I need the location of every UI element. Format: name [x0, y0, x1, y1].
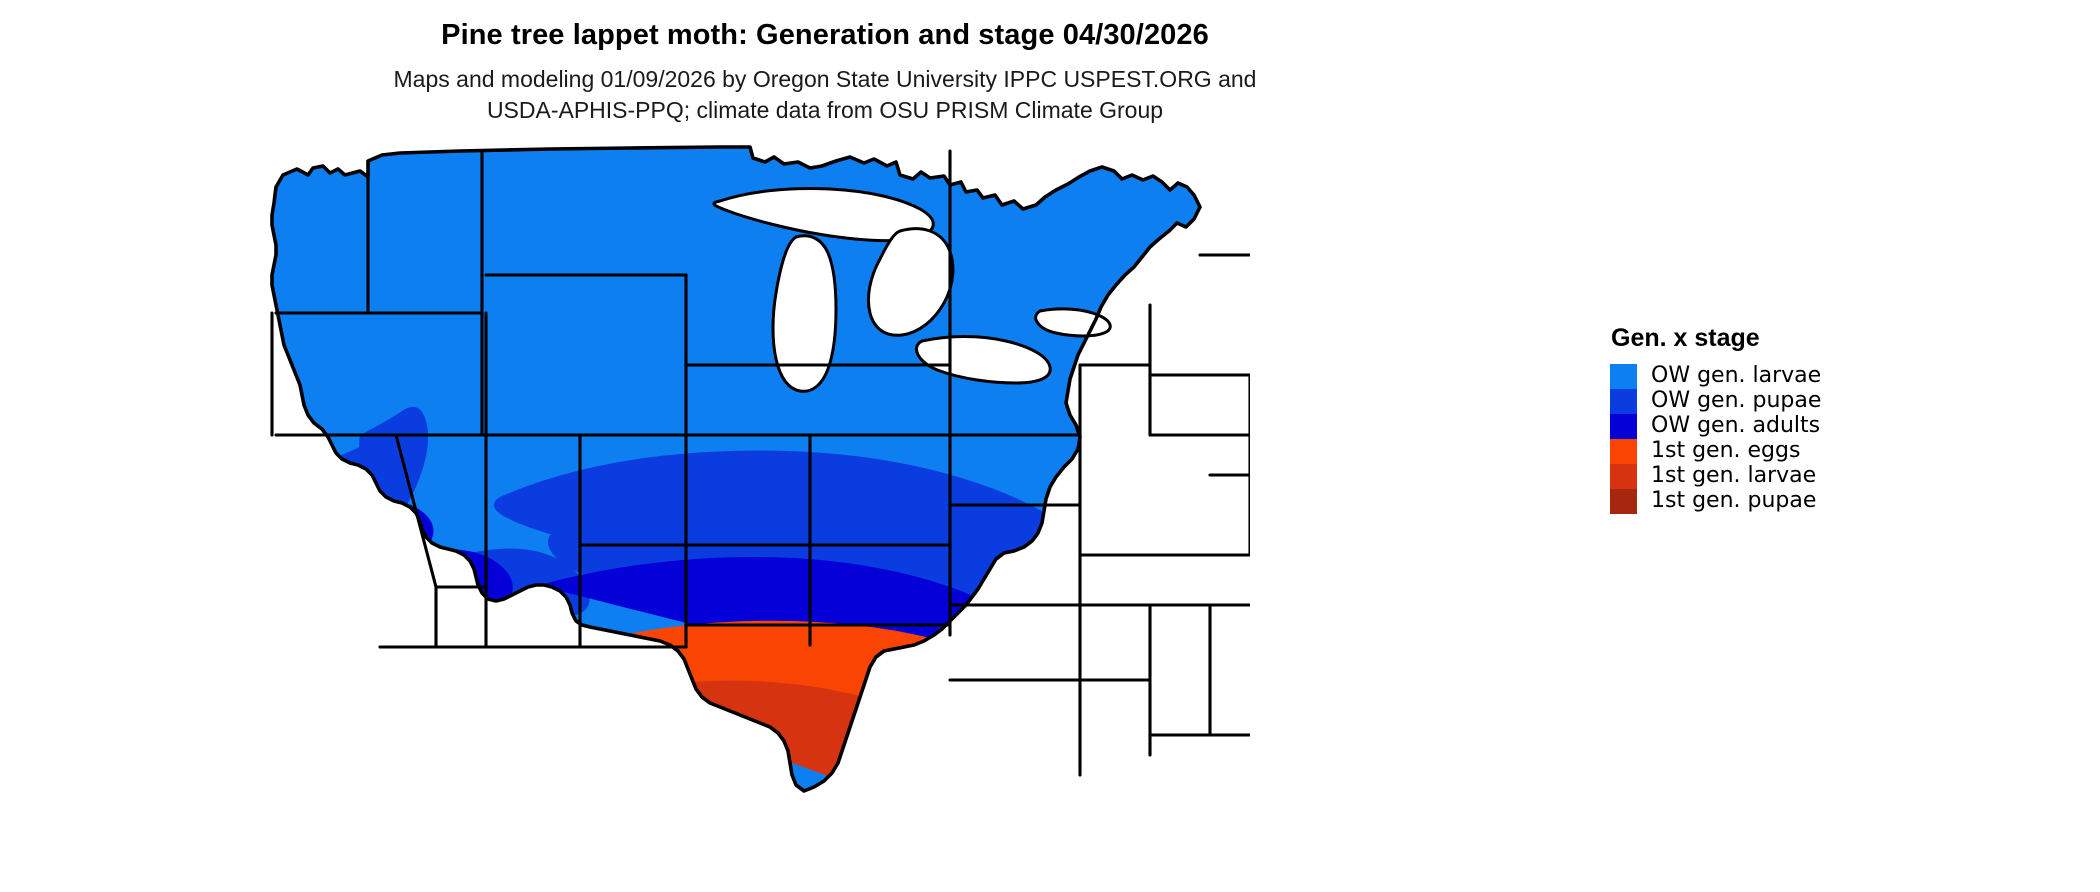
- legend-swatch-ow-adults: [1610, 414, 1637, 439]
- legend-swatch-ow-pupae: [1610, 389, 1637, 414]
- national-outline: [270, 145, 1202, 793]
- great-lakes: [712, 187, 1112, 393]
- legend-swatch-g1-larvae: [1610, 464, 1637, 489]
- legend-label-g1-eggs: 1st gen. eggs: [1651, 438, 1801, 463]
- legend-label-column: OW gen. larvae OW gen. pupae OW gen. adu…: [1651, 363, 1821, 513]
- state-boundaries: [270, 149, 1250, 777]
- title-block: Pine tree lappet moth: Generation and st…: [0, 18, 1650, 126]
- legend-title: Gen. x stage: [1611, 324, 1760, 352]
- subtitle-line-2: USDA-APHIS-PPQ; climate data from OSU PR…: [486, 97, 1164, 123]
- subtitle-line-1: Maps and modeling 01/09/2026 by Oregon S…: [393, 66, 1257, 92]
- legend-label-ow-pupae: OW gen. pupae: [1651, 388, 1822, 413]
- raster-class-bands: [272, 147, 1200, 791]
- legend-swatch-g1-pupae: [1610, 489, 1637, 514]
- legend: Gen. x stage OW gen. larvae OW gen. pupa…: [1610, 325, 1930, 514]
- page-subtitle: Maps and modeling 01/09/2026 by Oregon S…: [0, 64, 1650, 126]
- legend-label-g1-pupae: 1st gen. pupae: [1651, 488, 1817, 513]
- legend-label-g1-larvae: 1st gen. larvae: [1651, 463, 1817, 488]
- legend-swatch-column: [1610, 364, 1637, 514]
- legend-label-ow-larvae: OW gen. larvae: [1651, 363, 1822, 388]
- legend-swatch-ow-larvae: [1610, 364, 1637, 389]
- lake-huron: [866, 227, 955, 337]
- us-phenology-map: [250, 135, 1250, 885]
- lake-michigan: [771, 234, 838, 393]
- page-title: Pine tree lappet moth: Generation and st…: [441, 19, 1209, 51]
- map-canvas: [270, 145, 1250, 793]
- band-g1-larvae: [548, 680, 1087, 791]
- legend-swatch-g1-eggs: [1610, 439, 1637, 464]
- legend-label-ow-adults: OW gen. adults: [1651, 413, 1821, 438]
- legend-body: OW gen. larvae OW gen. pupae OW gen. adu…: [1610, 363, 1930, 514]
